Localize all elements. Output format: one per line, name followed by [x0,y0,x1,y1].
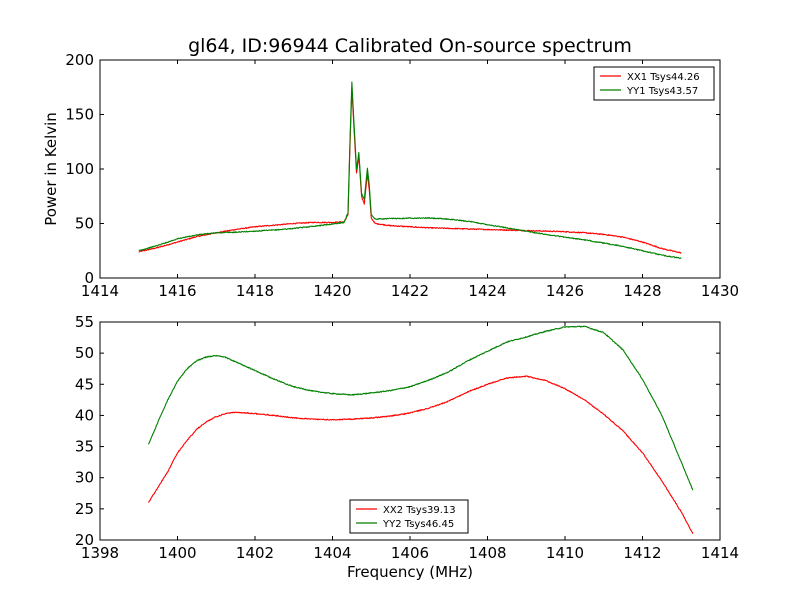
y-tick-label: 50 [75,344,94,362]
series-group [147,325,694,534]
y-tick-label: 55 [75,313,94,331]
series-line-1 [148,375,694,534]
legend-entry: YY2 Tsys46.45 [382,519,454,530]
y-tick-label: 50 [75,215,94,233]
y-tick-label: 25 [75,500,94,518]
x-tick-label: 1418 [236,282,274,300]
series-line-1 [138,87,682,254]
legend-box [593,66,715,101]
legend-entry: XX1 Tsys44.26 [627,72,700,83]
y-tick-label: 45 [75,375,94,393]
x-tick-label: 1414 [701,544,739,562]
x-tick-label: 1430 [701,282,739,300]
x-tick-label: 1416 [158,282,196,300]
y-tick-label: 30 [75,469,94,487]
series-line-2 [147,325,694,491]
x-tick-label: 1428 [623,282,661,300]
top-chart-ylabel: Power in Kelvin [42,112,60,226]
y-tick-label: 200 [65,51,94,69]
top-chart-title: gl64, ID:96944 Calibrated On-source spec… [188,35,632,57]
x-tick-label: 1402 [236,544,274,562]
x-tick-label: 1406 [391,544,429,562]
x-tick-label: 1404 [313,544,351,562]
y-tick-label: 150 [65,106,94,124]
legend: XX1 Tsys44.26 YY1 Tsys43.57 [593,66,715,101]
series-line-2 [138,81,682,260]
y-tick-label: 40 [75,406,94,424]
x-tick-label: 1408 [468,544,506,562]
x-tick-label: 1412 [623,544,661,562]
y-tick-label: 35 [75,438,94,456]
bottom-spectrum-panel: 1398 1400 1402 1404 1406 1408 1410 1412 1414 20 25… [75,313,739,562]
x-tick-label: 1426 [546,282,584,300]
x-tick-label: 1420 [313,282,351,300]
x-tick-label: 1400 [158,544,196,562]
x-tick-label: 1410 [546,544,584,562]
top-spectrum-panel: 1414 1416 1418 1420 1422 1424 1426 1428 1430 0 50 1… [65,51,739,300]
legend-entry: YY1 Tsys43.57 [626,86,698,97]
y-tick-label: 20 [75,531,94,549]
bottom-chart-xlabel: Frequency (MHz) [347,563,473,581]
x-tick-label: 1424 [468,282,506,300]
series-group [138,81,682,260]
legend: XX2 Tsys39.13 YY2 Tsys46.45 [349,499,469,534]
x-tick-label: 1398 [81,544,119,562]
y-tick-label: 100 [65,160,94,178]
x-tick-label: 1422 [391,282,429,300]
legend-entry: XX2 Tsys39.13 [383,505,456,516]
y-tick-label: 0 [84,269,94,287]
legend-box [349,499,469,534]
x-tick-label: 1414 [81,282,119,300]
